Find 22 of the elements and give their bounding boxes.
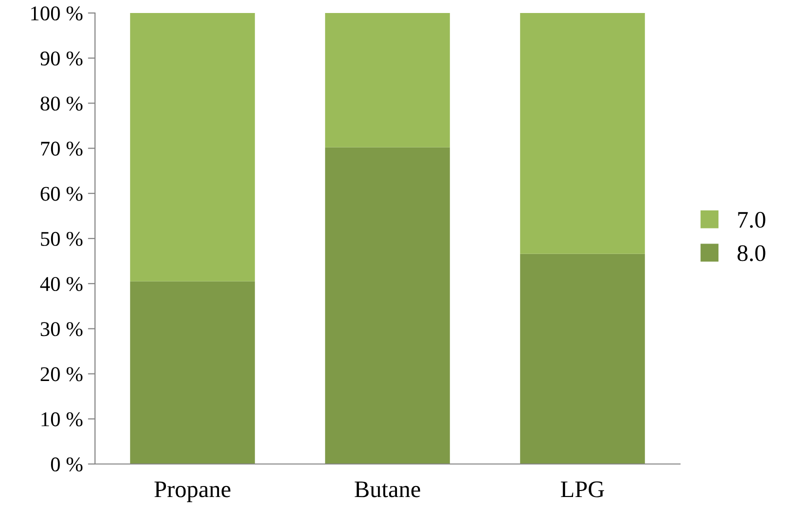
legend-label: 7.0 bbox=[738, 212, 766, 228]
bar bbox=[325, 147, 450, 464]
y-tick-label: 70 % bbox=[41, 142, 82, 156]
bar bbox=[130, 281, 255, 464]
x-tick-label: Propane bbox=[154, 482, 230, 502]
x-tick-label: Butane bbox=[354, 482, 420, 498]
y-tick-label: 0 % bbox=[51, 457, 82, 472]
y-tick-label: 90 % bbox=[40, 51, 82, 66]
y-tick-label: 20 % bbox=[40, 367, 82, 382]
y-tick-label: 100 % bbox=[31, 6, 82, 20]
y-tick-label: 40 % bbox=[40, 276, 82, 292]
y-tick-label: 60 % bbox=[40, 186, 82, 201]
y-tick-label: 10 % bbox=[42, 412, 82, 426]
x-tick-label: LPG bbox=[560, 481, 604, 498]
bar bbox=[520, 13, 645, 254]
y-tick-label: 80 % bbox=[40, 96, 82, 111]
legend-label: 8.0 bbox=[738, 245, 766, 262]
bar bbox=[520, 254, 645, 464]
y-tick-label: 50 % bbox=[41, 232, 82, 246]
bar bbox=[325, 13, 450, 148]
bar bbox=[130, 13, 255, 282]
y-tick-label: 30 % bbox=[40, 322, 82, 336]
